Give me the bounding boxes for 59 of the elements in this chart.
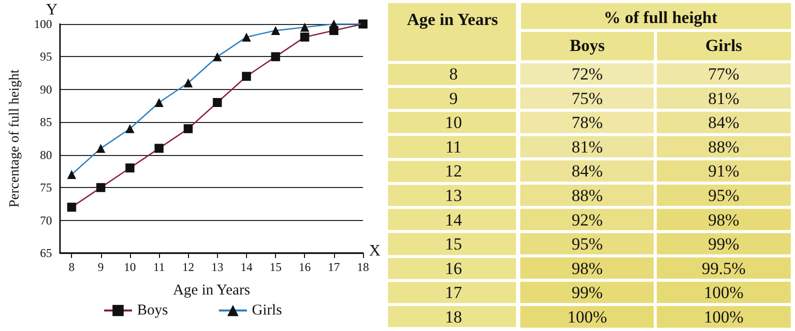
data-label: 81% (708, 88, 740, 108)
y-tick-label: 13 (445, 186, 462, 205)
data-label: 91% (708, 162, 740, 181)
y-axis-title: Percentage of full height (8, 69, 22, 208)
y-axis-title: Age in Years (407, 10, 498, 29)
data-label: 84% (708, 113, 740, 132)
y-tick-label: 100 (34, 17, 52, 31)
text: X (369, 242, 381, 260)
data-label: 99% (572, 283, 603, 302)
x-tick-label: 10 (124, 260, 136, 274)
data-label: 88% (708, 137, 740, 156)
x-tick-label: 9 (98, 260, 104, 274)
x-tick-label: 15 (270, 260, 282, 274)
data-label: 78% (572, 113, 603, 132)
data-label: 100% (567, 307, 608, 326)
y-tick-label: 75 (40, 180, 52, 195)
data-label: 98% (708, 210, 740, 230)
data-label: 81% (572, 137, 603, 156)
data-label: 84% (572, 162, 603, 181)
y-tick-label: 10 (445, 113, 462, 132)
y-tick-label: 9 (449, 88, 458, 108)
x-tick-label: 18 (357, 260, 369, 274)
data-label: 99% (708, 234, 740, 254)
data-label: 92% (572, 210, 603, 230)
y-tick-label: 15 (445, 234, 462, 254)
data-label: 95% (572, 234, 603, 254)
x-tick-label: 11 (153, 260, 165, 274)
y-tick-label: 80 (40, 148, 52, 162)
y-tick-label: 14 (445, 210, 462, 230)
x-tick-label: 12 (182, 260, 194, 274)
x-tick-label: 14 (240, 260, 252, 274)
y-tick-label: 85 (40, 115, 52, 130)
y-tick-label: 18 (445, 307, 462, 326)
data-label: 77% (708, 64, 740, 84)
legend-label: Boys (137, 302, 168, 318)
y-tick-label: 95 (40, 50, 52, 64)
y-tick-label: 8 (449, 64, 458, 84)
x-tick-label: 8 (68, 260, 75, 274)
x-axis-title: Age in Years (172, 282, 250, 298)
y-tick-label: 17 (445, 283, 462, 302)
data-label: 98% (572, 258, 603, 278)
data-label: 95% (708, 186, 740, 205)
chart-title: % of full height (604, 8, 718, 27)
data-label: 99.5% (702, 258, 746, 278)
x-tick-label: 17 (328, 260, 340, 274)
x-tick-label: 16 (298, 260, 311, 274)
y-tick-label: 90 (40, 82, 52, 96)
legend-label: Girls (252, 302, 282, 318)
data-label: 72% (572, 64, 603, 84)
text: Y (46, 2, 58, 18)
y-tick-label: 12 (445, 162, 462, 181)
data-label: 75% (572, 88, 603, 108)
data-label: 88% (572, 186, 603, 205)
data-label: 100% (704, 283, 744, 302)
y-tick-label: 70 (40, 213, 52, 228)
data-label: 100% (704, 307, 744, 326)
x-tick-label: 13 (211, 260, 224, 274)
y-tick-label: 65 (40, 246, 52, 260)
y-tick-label: 11 (445, 137, 462, 156)
